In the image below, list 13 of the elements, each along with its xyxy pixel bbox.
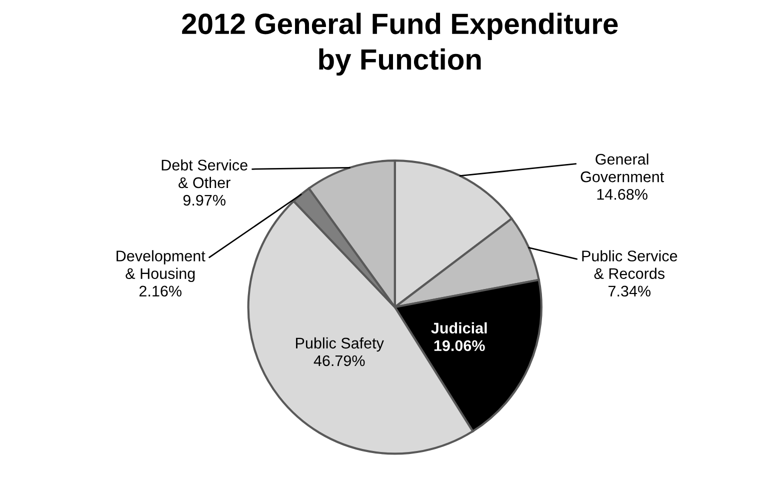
slice-label: Public Service & Records <box>582 250 678 279</box>
data-label: 9.97% <box>183 194 226 206</box>
slice-label: Judicial <box>431 322 487 334</box>
slice-label: Debt Service & Other <box>162 159 248 188</box>
data-label: 14.68% <box>597 188 648 200</box>
data-label: 7.34% <box>608 286 651 297</box>
slice-label: Development & Housing <box>116 250 206 282</box>
chart-title: 2012 General Fund Expenditure by Function <box>182 12 618 76</box>
data-label: 2.16% <box>139 286 182 297</box>
slice-label: General Government <box>580 153 664 182</box>
slice-label: Public Safety <box>296 337 384 352</box>
data-label: 19.06% <box>434 340 485 352</box>
data-label: 46.79% <box>314 355 365 366</box>
